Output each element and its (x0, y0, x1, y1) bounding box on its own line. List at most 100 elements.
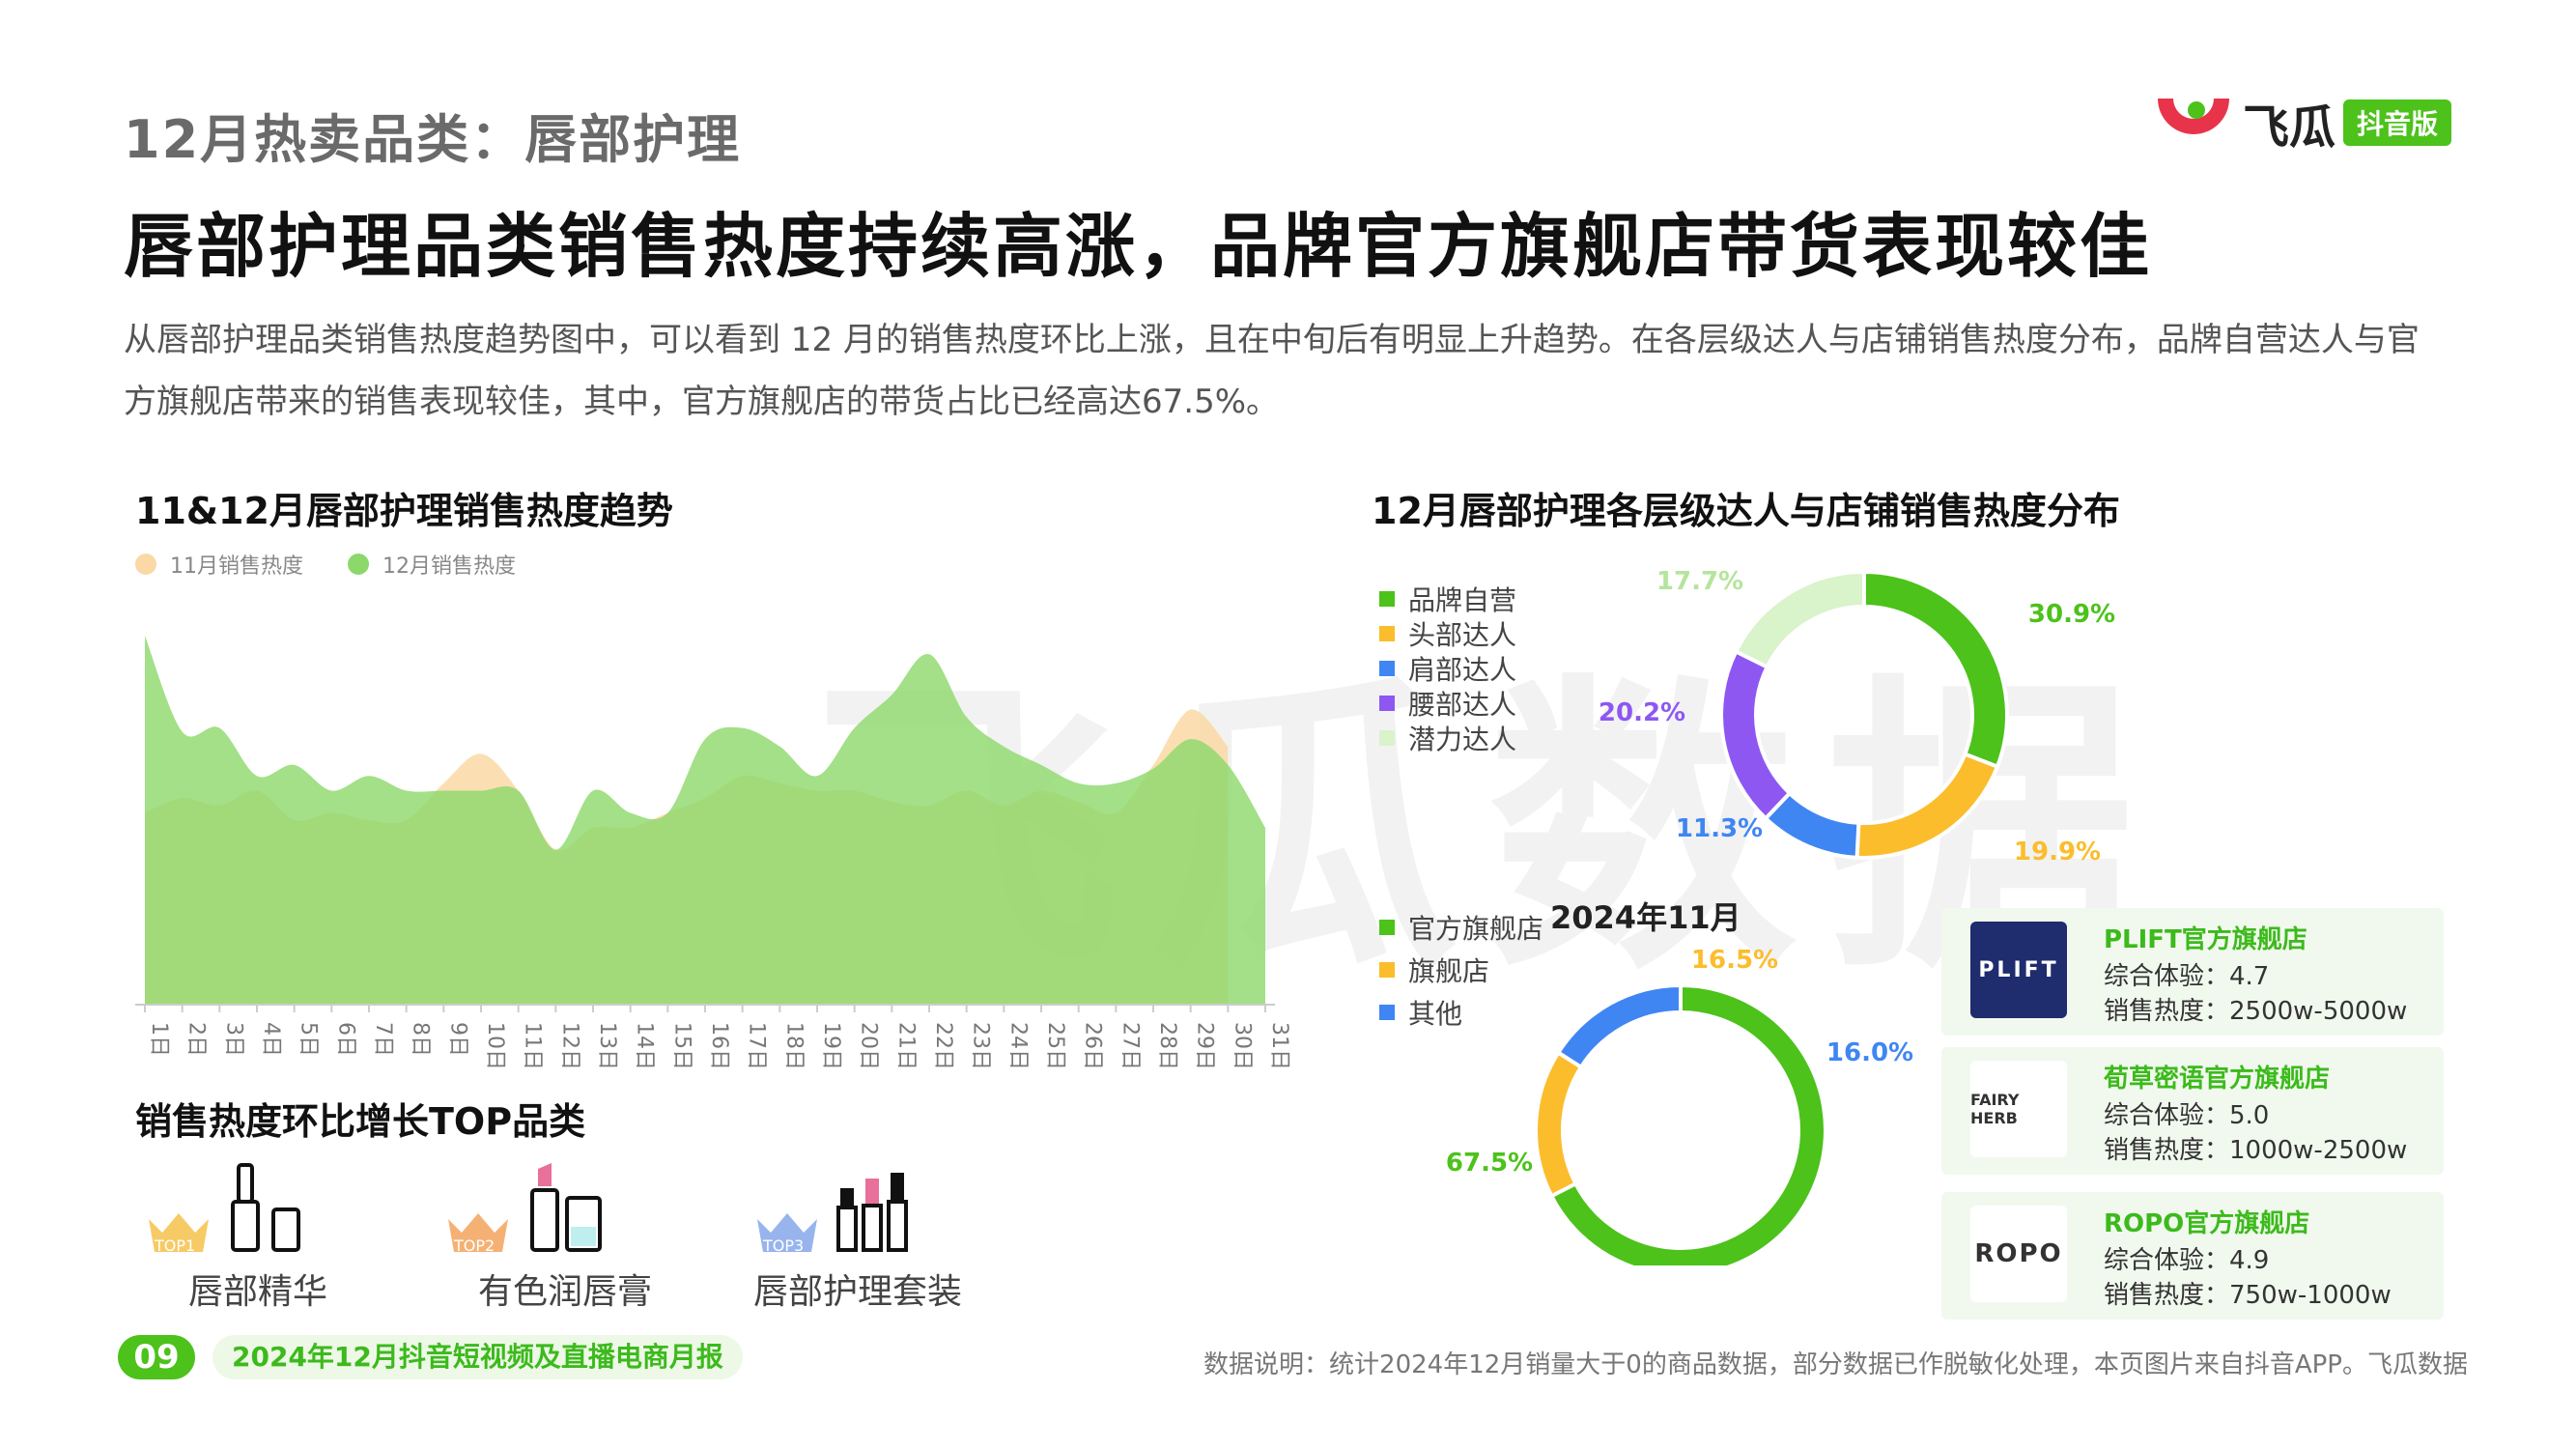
legend-swatch (1379, 591, 1395, 607)
data-point (255, 774, 259, 778)
legend-label: 旗舰店 (1408, 955, 1490, 987)
legend-item: 品牌自营 (1379, 582, 1516, 616)
data-point (1226, 763, 1230, 767)
x-tick-label: 16日 (707, 1022, 731, 1070)
report-title: 2024年12月抖音短视频及直播电商月报 (212, 1335, 743, 1379)
x-tick-label: 8日 (409, 1022, 433, 1057)
watermelon-icon (2158, 99, 2229, 134)
store-chart-center-label: 2024年11月 (1550, 899, 1741, 936)
data-point (965, 715, 969, 719)
legend-swatch (1379, 696, 1395, 711)
x-tick-label: 17日 (745, 1022, 769, 1070)
page-number: 09 (118, 1335, 195, 1379)
store-name: 荀草密语官方旗舰店 (2104, 1065, 2331, 1094)
x-tick-label: 3日 (221, 1022, 245, 1057)
data-point (778, 745, 781, 749)
data-point (367, 774, 371, 778)
crown-icon (757, 1213, 817, 1252)
data-note: 数据说明：统计2024年12月销量大于0的商品数据，部分数据已作脱敏化处理，本页… (1203, 1350, 2468, 1379)
x-tick-label: 21日 (893, 1022, 918, 1070)
data-point (293, 763, 297, 767)
legend-dec-swatch (348, 554, 369, 575)
data-point (665, 810, 669, 814)
legend-label: 官方旗舰店 (1408, 913, 1544, 945)
store-card[interactable]: ROPO ROPO官方旗舰店 综合体验：4.9 销售热度：750w-1000w (1941, 1192, 2444, 1320)
slice-label: 17.7% (1656, 567, 1743, 596)
slice-label: 16.0% (1826, 1038, 1913, 1067)
x-tick-label: 31日 (1267, 1022, 1291, 1070)
page-subtitle: 12月热卖品类：唇部护理 (124, 109, 742, 170)
data-point (479, 789, 483, 793)
data-point (1151, 763, 1155, 767)
x-tick-label: 30日 (1230, 1022, 1254, 1070)
store-donut-chart: 67.5% 16.5% 16.0% (1446, 947, 1913, 1265)
kol-donut-chart: 30.9% 19.9% 11.3% 20.2% 17.7% (1599, 567, 2115, 867)
slice-label: 19.9% (2014, 838, 2101, 867)
legend-swatch (1379, 661, 1395, 676)
data-point (405, 789, 409, 793)
legend-swatch (1379, 962, 1395, 978)
data-point (1189, 708, 1193, 712)
slice-label: 16.5% (1691, 947, 1778, 975)
legend-swatch (1379, 1005, 1395, 1020)
x-tick-label: 6日 (333, 1022, 357, 1057)
legend-label: 品牌自营 (1408, 584, 1517, 616)
x-tick-label: 18日 (781, 1022, 806, 1070)
legend-label: 肩部达人 (1408, 654, 1517, 686)
legend-swatch (1379, 730, 1395, 746)
slice-label: 11.3% (1676, 814, 1763, 843)
data-point (853, 726, 857, 730)
top2-item: TOP2 有色润唇膏 (444, 1159, 734, 1314)
lip-care-set-icon (836, 1173, 908, 1252)
store-logo: FAIRY HERB (1970, 1061, 2067, 1157)
legend-nov-swatch (135, 554, 156, 575)
store-heat: 销售热度：2500w-5000w (2104, 997, 2408, 1026)
donut-slice (1548, 982, 1827, 1265)
legend-swatch (1379, 920, 1395, 935)
top1-name: 唇部精华 (188, 1272, 328, 1312)
page-title: 唇部护理品类销售热度持续高涨，品牌官方旗舰店带货表现较佳 (124, 206, 2153, 287)
top2-rank: TOP2 (454, 1236, 495, 1255)
data-point (927, 652, 931, 656)
legend-label: 其他 (1408, 998, 1463, 1030)
crown-icon (149, 1213, 209, 1252)
store-card[interactable]: PLIFT PLIFT官方旗舰店 综合体验：4.7 销售热度：2500w-500… (1941, 908, 2444, 1036)
top3-name: 唇部护理套装 (753, 1272, 963, 1312)
legend-label: 腰部达人 (1408, 689, 1517, 721)
x-tick-label: 20日 (857, 1022, 881, 1070)
store-card[interactable]: FAIRY HERB 荀草密语官方旗舰店 综合体验：5.0 销售热度：1000w… (1941, 1047, 2444, 1175)
data-point (1189, 737, 1193, 741)
store-name: ROPO官方旗舰店 (2104, 1209, 2310, 1238)
crown-icon (448, 1213, 508, 1252)
data-point (479, 752, 483, 755)
data-point (143, 634, 147, 638)
slice-label: 30.9% (2028, 600, 2115, 629)
legend-label: 潜力达人 (1408, 724, 1517, 755)
logo-badge: 抖音版 (2343, 99, 2452, 146)
x-tick-label: 28日 (1155, 1022, 1179, 1070)
donut-slice (1555, 982, 1683, 1070)
store-score: 综合体验：4.9 (2104, 1246, 2270, 1275)
store-heat: 销售热度：750w-1000w (2104, 1281, 2392, 1310)
legend-nov-label: 11月销售热度 (170, 554, 303, 579)
x-tick-label: 1日 (147, 1022, 171, 1057)
x-tick-label: 15日 (669, 1022, 694, 1070)
data-point (1151, 767, 1155, 771)
x-tick-label: 19日 (819, 1022, 843, 1070)
legend-item: 官方旗舰店 (1379, 906, 1543, 949)
data-point (1039, 763, 1043, 767)
data-point (703, 737, 707, 741)
kol-legend: 品牌自营 头部达人 肩部达人 腰部达人 潜力达人 (1379, 582, 1516, 755)
x-tick-label: 23日 (969, 1022, 993, 1070)
data-point (1077, 781, 1081, 785)
x-tick-label: 24日 (1005, 1022, 1030, 1070)
trend-area-chart: 1日 2日 3日 4日 5日 6日 7日 8日 9日 10日 11日 12日 13日 14日 15日 16日 1… (135, 634, 1291, 1070)
data-point (591, 789, 595, 793)
data-point (517, 789, 521, 793)
top1-item: TOP1 唇部精华 (145, 1159, 435, 1314)
top3-item: TOP3 唇部护理套装 (753, 1159, 1082, 1314)
store-legend: 官方旗舰店 旗舰店 其他 (1379, 906, 1543, 1034)
data-point (815, 774, 819, 778)
legend-label: 头部达人 (1408, 619, 1517, 651)
legend-item: 头部达人 (1379, 616, 1516, 651)
